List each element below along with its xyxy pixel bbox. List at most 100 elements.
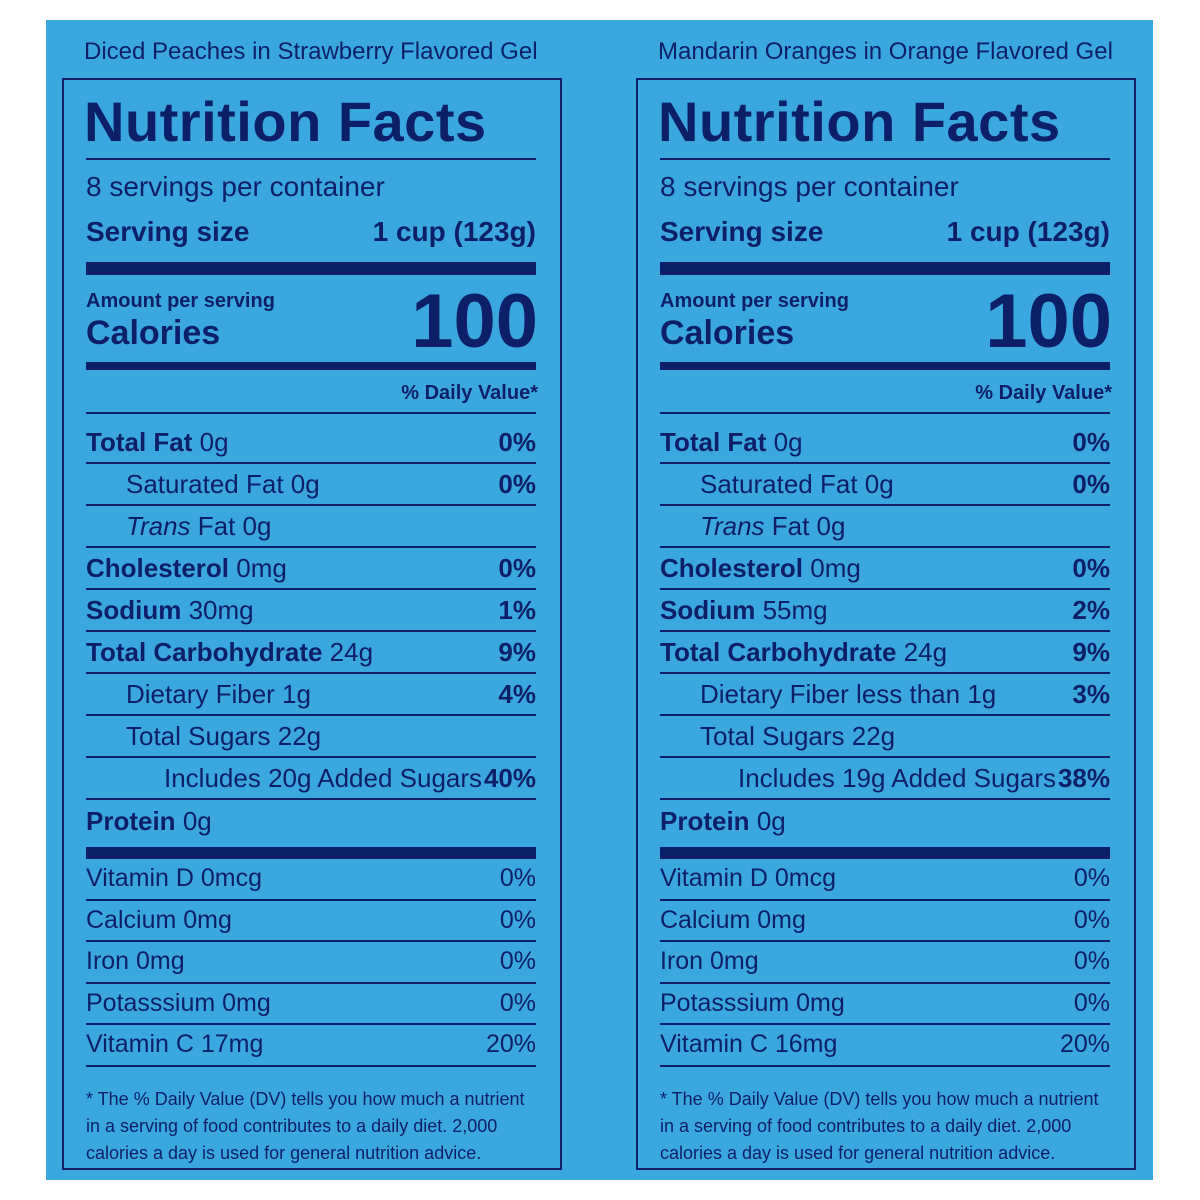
nutrient-row: Protein 0g [660, 800, 1110, 842]
thick-bar [86, 847, 536, 859]
nutrient-amount: 24g [903, 636, 948, 667]
dv-header: % Daily Value* [975, 382, 1112, 404]
panel-title: Nutrition Facts [84, 90, 487, 153]
nutrient-name: Protein [660, 805, 750, 836]
nutrient-name: Total Sugars 22g [126, 720, 322, 751]
nutrient-name: Includes 20g Added Sugars [164, 762, 483, 793]
nutrient-name: Total Sugars 22g [700, 720, 896, 751]
nutrient-label: Saturated Fat 0g [660, 469, 894, 500]
nutrient-name: Protein [86, 805, 176, 836]
vitamin-dv: 0% [1073, 988, 1110, 1017]
nutrient-amount: 0g [199, 426, 229, 457]
vitamin-dv: 0% [499, 947, 536, 976]
nutrient-row: Total Fat 0g 0% [660, 422, 1110, 464]
serving-size-label: Serving size [660, 216, 824, 247]
nutrient-dv: 0% [498, 426, 536, 457]
nutrient-name: Fat 0g [197, 510, 272, 541]
vitamin-dv: 0% [1073, 905, 1110, 934]
footnote-line: in a serving of food contributes to a da… [660, 1116, 1072, 1136]
nutrient-name: Cholesterol [660, 552, 804, 583]
nutrient-row: Includes 19g Added Sugars 38% [660, 758, 1110, 800]
nutrient-italic: Trans [126, 510, 191, 541]
nutrient-label: Total Sugars 22g [660, 721, 895, 752]
nutrient-dv: 0% [498, 468, 536, 499]
nutrient-amount: 0mg [236, 552, 287, 583]
vitamin-row: Vitamin D 0mcg 0% [86, 859, 536, 901]
dv-header: % Daily Value* [401, 382, 538, 404]
bar [86, 362, 536, 370]
nutrient-italic: Trans [700, 510, 765, 541]
nutrient-amount: 30mg [188, 594, 254, 625]
nutrient-label: Sodium 55mg [660, 595, 828, 626]
thick-bar [660, 262, 1110, 275]
nutrient-label: Includes 20g Added Sugars [86, 763, 482, 794]
servings: 8 servings per container [660, 171, 959, 202]
nutrient-amount: 0g [773, 426, 803, 457]
vitamin-dv: 0% [1073, 947, 1110, 976]
nutrient-label: Cholesterol 0mg [86, 553, 287, 584]
vitamin-name: Calcium 0mg [86, 905, 232, 934]
nutrient-row: Includes 20g Added Sugars 40% [86, 758, 536, 800]
vitamin-name: Potasssium 0mg [660, 988, 845, 1017]
rule [660, 158, 1110, 160]
nutrient-name: Includes 19g Added Sugars [738, 762, 1057, 793]
nutrient-name: Dietary Fiber less than 1g [700, 678, 997, 709]
nutrient-label: Cholesterol 0mg [660, 553, 861, 584]
nutrient-dv: 0% [1072, 468, 1110, 499]
nutrient-amount: 0g [182, 805, 212, 836]
vitamin-row: Iron 0mg 0% [660, 942, 1110, 984]
nutrient-dv: 1% [498, 594, 536, 625]
vitamin-dv: 0% [1073, 864, 1110, 893]
rule [86, 412, 536, 414]
nutrient-row: Total Fat 0g 0% [86, 422, 536, 464]
serving-size-row: Serving size 1 cup (123g) [660, 214, 1110, 250]
calories-value: 100 [985, 279, 1112, 364]
nutrient-dv: 2% [1072, 594, 1110, 625]
nutrient-label: Total Fat 0g [86, 427, 229, 458]
thick-bar [660, 847, 1110, 859]
vitamin-name: Vitamin D 0mcg [86, 864, 262, 893]
product-name: Mandarin Oranges in Orange Flavored Gel [658, 38, 1113, 65]
nutrient-amount: 0g [756, 805, 786, 836]
nutrient-amount: 55mg [762, 594, 828, 625]
nutrient-label: Trans Fat 0g [86, 511, 271, 542]
nutrient-dv: 38% [1057, 762, 1110, 793]
nutrient-label: Total Carbohydrate 24g [660, 637, 947, 668]
nutrient-name: Sodium [660, 594, 756, 625]
vitamin-dv: 20% [485, 1030, 536, 1059]
vitamin-dv: 20% [1059, 1030, 1110, 1059]
nutrient-row: Total Carbohydrate 24g 9% [86, 632, 536, 674]
vitamin-row: Vitamin C 16mg 20% [660, 1025, 1110, 1067]
nutrient-name: Fat 0g [771, 510, 846, 541]
serving-size: 1 cup (123g) [372, 216, 536, 247]
vitamin-dv: 0% [499, 864, 536, 893]
nutrient-name: Saturated Fat 0g [700, 468, 894, 499]
package-background: Diced Peaches in Strawberry Flavored Gel… [46, 20, 1153, 1180]
nutrient-name: Total Fat [86, 426, 193, 457]
nutrient-name: Total Fat [660, 426, 767, 457]
nutrient-dv: 9% [498, 636, 536, 667]
serving-size-row: Serving size 1 cup (123g) [86, 214, 536, 250]
nutrient-row: Dietary Fiber less than 1g 3% [660, 674, 1110, 716]
nutrient-name: Dietary Fiber 1g [126, 678, 311, 709]
vitamin-dv: 0% [499, 988, 536, 1017]
nutrient-dv: 9% [1072, 636, 1110, 667]
nutrient-label: Protein 0g [86, 806, 212, 837]
vitamin-name: Potasssium 0mg [86, 988, 271, 1017]
vitamin-dv: 0% [499, 905, 536, 934]
nutrition-panel: Nutrition Facts 8 servings per container S… [62, 78, 562, 1170]
nutrient-label: Dietary Fiber 1g [86, 679, 311, 710]
nutrient-label: Total Fat 0g [660, 427, 803, 458]
vitamin-row: Calcium 0mg 0% [86, 901, 536, 942]
nutrient-dv: 0% [1072, 426, 1110, 457]
nutrient-row: Total Sugars 22g [660, 716, 1110, 758]
nutrient-row: Cholesterol 0mg 0% [660, 548, 1110, 590]
nutrient-amount: 24g [329, 636, 374, 667]
nutrient-dv: 4% [498, 678, 536, 709]
amount-label: Amount per serving [86, 290, 275, 312]
bar [660, 362, 1110, 370]
nutrient-name: Saturated Fat 0g [126, 468, 320, 499]
rule [660, 412, 1110, 414]
footnote-line: calories a day is used for general nutri… [660, 1143, 1056, 1163]
